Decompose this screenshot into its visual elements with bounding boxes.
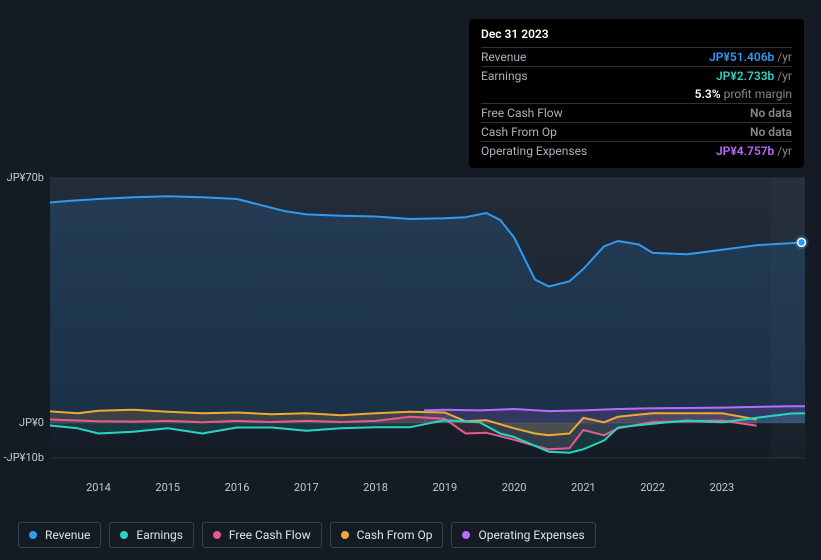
tooltip-row: Earnings JP¥2.733b /yr [481, 66, 792, 85]
x-axis-label: 2023 [710, 481, 735, 494]
legend-dot [341, 531, 349, 539]
tooltip-row: Operating Expenses JP¥4.757b /yr [481, 141, 792, 160]
tooltip-row: Cash From Op No data [481, 122, 792, 141]
x-axis-label: 2015 [155, 481, 180, 494]
legend-label: Operating Expenses [478, 528, 584, 542]
legend-dot [462, 531, 470, 539]
tooltip-subrow-value: 5.3% profit margin [695, 87, 792, 101]
x-axis-label: 2021 [571, 481, 596, 494]
legend-dot [29, 531, 37, 539]
legend-item-fcf[interactable]: Free Cash Flow [202, 522, 322, 548]
x-axis-label: 2018 [363, 481, 388, 494]
x-axis-label: 2019 [432, 481, 457, 494]
tooltip-row-label: Free Cash Flow [481, 106, 563, 120]
legend-dot [213, 531, 221, 539]
legend-item-cfo[interactable]: Cash From Op [330, 522, 444, 548]
chart-tooltip: Dec 31 2023 Revenue JP¥51.406b /yr Earni… [469, 19, 804, 168]
legend-item-earnings[interactable]: Earnings [109, 522, 194, 548]
legend-item-opex[interactable]: Operating Expenses [451, 522, 595, 548]
legend-label: Free Cash Flow [229, 528, 311, 542]
x-axis-label: 2020 [502, 481, 527, 494]
tooltip-row-value: JP¥51.406b /yr [709, 50, 792, 64]
x-axis-label: 2022 [640, 481, 665, 494]
legend-dot [120, 531, 128, 539]
end-marker [798, 238, 806, 246]
legend-label: Earnings [136, 528, 183, 542]
legend-item-revenue[interactable]: Revenue [18, 522, 101, 548]
y-axis-label: JP¥0 [0, 416, 44, 429]
y-axis-label: -JP¥10b [0, 451, 44, 464]
legend-label: Revenue [45, 528, 90, 542]
tooltip-row-value: No data [750, 106, 792, 120]
tooltip-row-value: No data [750, 125, 792, 139]
tooltip-row-label: Earnings [481, 69, 528, 83]
tooltip-row: Free Cash Flow No data [481, 103, 792, 122]
x-axis-label: 2016 [225, 481, 250, 494]
y-axis-label: JP¥70b [0, 171, 44, 184]
x-axis-label: 2017 [294, 481, 319, 494]
tooltip-row: Revenue JP¥51.406b /yr [481, 47, 792, 66]
legend: Revenue Earnings Free Cash Flow Cash From O… [18, 522, 596, 548]
tooltip-row-value: JP¥4.757b /yr [716, 144, 792, 158]
tooltip-row-label: Operating Expenses [481, 144, 587, 158]
tooltip-subrow: 5.3% profit margin [481, 85, 792, 103]
tooltip-date: Dec 31 2023 [481, 27, 792, 41]
tooltip-row-value: JP¥2.733b /yr [716, 69, 792, 83]
legend-label: Cash From Op [357, 528, 433, 542]
tooltip-row-label: Revenue [481, 50, 526, 64]
tooltip-row-label: Cash From Op [481, 125, 557, 139]
x-axis-label: 2014 [86, 481, 111, 494]
